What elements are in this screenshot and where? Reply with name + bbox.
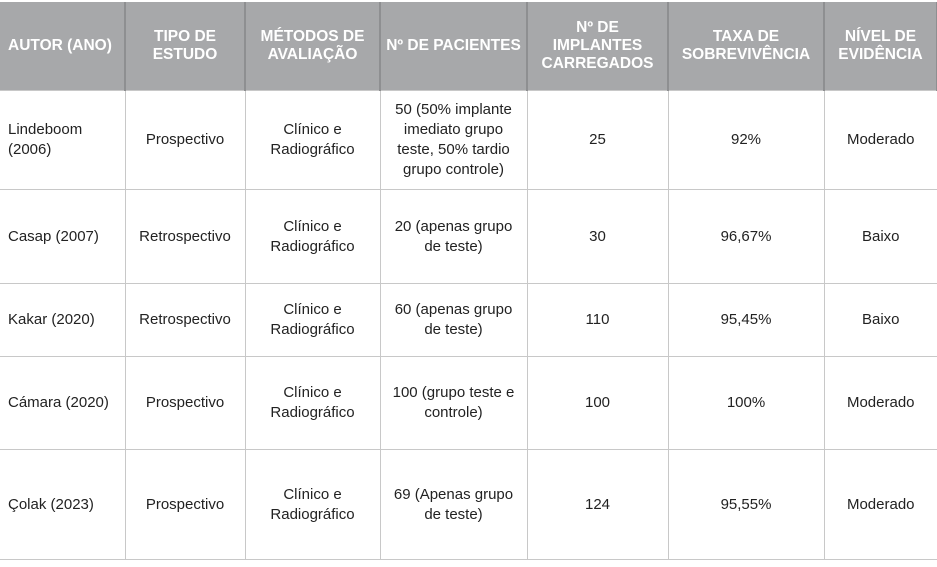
cell-methods: Clínico e Radiográfico bbox=[244, 356, 381, 450]
cell-survival-rate: 92% bbox=[667, 90, 825, 190]
cell-author: Lindeboom (2006) bbox=[0, 90, 126, 190]
cell-evidence-level: Baixo bbox=[823, 189, 937, 284]
cell-evidence-level: Moderado bbox=[823, 90, 937, 190]
cell-evidence-level: Moderado bbox=[823, 356, 937, 450]
cell-author: Kakar (2020) bbox=[0, 283, 126, 357]
cell-patients: 50 (50% implante imediato grupo teste, 5… bbox=[379, 90, 528, 190]
cell-study-type: Prospectivo bbox=[124, 449, 246, 560]
cell-study-type: Prospectivo bbox=[124, 90, 246, 190]
cell-methods: Clínico e Radiográfico bbox=[244, 189, 381, 284]
header-methods: MÉTODOS DE AVALIAÇÃO bbox=[244, 2, 381, 91]
cell-patients: 69 (Apenas grupo de teste) bbox=[379, 449, 528, 560]
header-row: AUTOR (ANO) TIPO DE ESTUDO MÉTODOS DE AVAL… bbox=[0, 2, 937, 91]
cell-author: Cámara (2020) bbox=[0, 356, 126, 450]
cell-patients: 100 (grupo teste e controle) bbox=[379, 356, 528, 450]
table-row: Cámara (2020) Prospectivo Clínico e Radiog… bbox=[0, 356, 937, 450]
cell-evidence-level: Baixo bbox=[823, 283, 937, 357]
cell-methods: Clínico e Radiográfico bbox=[244, 283, 381, 357]
cell-patients: 60 (apenas grupo de teste) bbox=[379, 283, 528, 357]
cell-implants: 110 bbox=[526, 283, 669, 357]
cell-methods: Clínico e Radiográfico bbox=[244, 449, 381, 560]
header-implants: Nº DE IMPLANTES CARREGADOS bbox=[526, 2, 669, 91]
table-row: Kakar (2020) Retrospectivo Clínico e Radio… bbox=[0, 283, 937, 357]
header-author: AUTOR (ANO) bbox=[0, 2, 126, 91]
cell-study-type: Retrospectivo bbox=[124, 189, 246, 284]
cell-survival-rate: 96,67% bbox=[667, 189, 825, 284]
cell-implants: 124 bbox=[526, 449, 669, 560]
cell-study-type: Prospectivo bbox=[124, 356, 246, 450]
cell-methods: Clínico e Radiográfico bbox=[244, 90, 381, 190]
cell-study-type: Retrospectivo bbox=[124, 283, 246, 357]
cell-author: Casap (2007) bbox=[0, 189, 126, 284]
header-evidence-level: NÍVEL DE EVIDÊNCIA bbox=[823, 2, 937, 91]
cell-evidence-level: Moderado bbox=[823, 449, 937, 560]
header-patients: Nº DE PACIENTES bbox=[379, 2, 528, 91]
header-survival-rate: TAXA DE SOBREVIVÊNCIA bbox=[667, 2, 825, 91]
cell-implants: 100 bbox=[526, 356, 669, 450]
cell-author: Çolak (2023) bbox=[0, 449, 126, 560]
table-row: Casap (2007) Retrospectivo Clínico e Radio… bbox=[0, 189, 937, 284]
table-row: Lindeboom (2006) Prospectivo Clínico e Rad… bbox=[0, 90, 937, 190]
cell-survival-rate: 100% bbox=[667, 356, 825, 450]
table-row: Çolak (2023) Prospectivo Clínico e Radiogr… bbox=[0, 449, 937, 560]
header-study-type: TIPO DE ESTUDO bbox=[124, 2, 246, 91]
cell-patients: 20 (apenas grupo de teste) bbox=[379, 189, 528, 284]
cell-implants: 25 bbox=[526, 90, 669, 190]
cell-survival-rate: 95,45% bbox=[667, 283, 825, 357]
cell-survival-rate: 95,55% bbox=[667, 449, 825, 560]
cell-implants: 30 bbox=[526, 189, 669, 284]
